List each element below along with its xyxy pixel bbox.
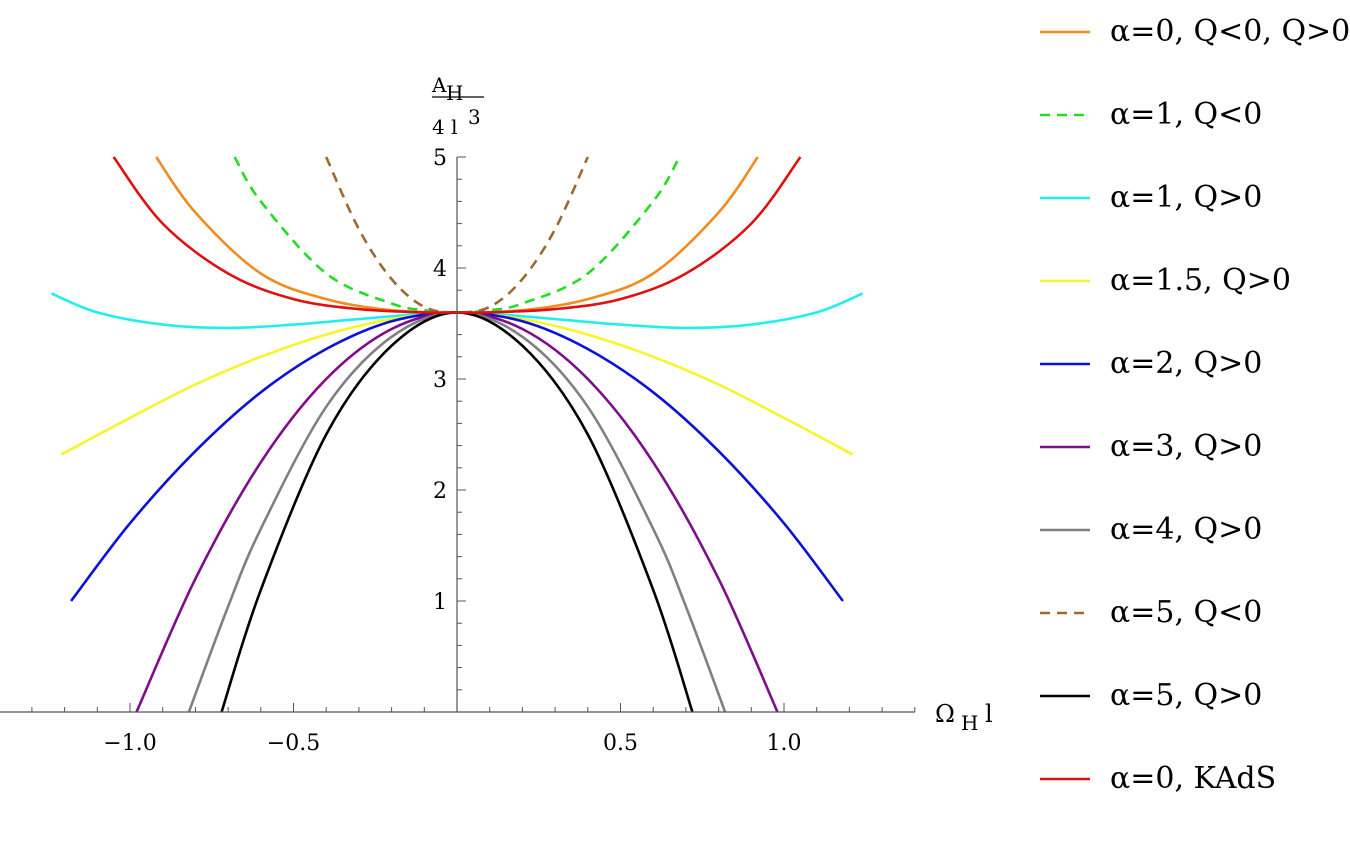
legend-label: α=5, Q>0 bbox=[1110, 678, 1263, 713]
x-axis-label-suffix: l bbox=[985, 700, 993, 728]
x-axis-label-sub: H bbox=[961, 711, 978, 735]
axes: −1.0 −0.5 0.5 1.0 1 2 3 4 5 bbox=[0, 146, 916, 756]
legend-label: α=3, Q>0 bbox=[1110, 429, 1263, 464]
legend-item: α=1, Q<0 bbox=[1040, 99, 1345, 182]
legend-label: α=2, Q>0 bbox=[1110, 346, 1263, 381]
legend-label: α=1.5, Q>0 bbox=[1110, 263, 1291, 298]
plot-area: −1.0 −0.5 0.5 1.0 1 2 3 4 5 Ω H l A H 4 l 3 bbox=[0, 73, 993, 756]
y-axis-label-denominator-sup: 3 bbox=[468, 105, 481, 129]
y-tick-label: 2 bbox=[433, 479, 447, 504]
x-tick-label: 1.0 bbox=[767, 731, 802, 756]
legend-swatch bbox=[1040, 30, 1090, 34]
legend-item: α=2, Q>0 bbox=[1040, 348, 1345, 431]
legend-label: α=1, Q<0 bbox=[1110, 97, 1263, 132]
legend-item: α=0, KAdS bbox=[1040, 763, 1345, 846]
legend-item: α=3, Q>0 bbox=[1040, 431, 1345, 514]
legend-swatch bbox=[1040, 777, 1090, 781]
y-tick-label: 1 bbox=[433, 590, 447, 615]
legend-item: α=1.5, Q>0 bbox=[1040, 265, 1345, 348]
legend-swatch bbox=[1040, 279, 1090, 283]
series-line-8 bbox=[325, 156, 589, 314]
x-tick-label: −0.5 bbox=[267, 731, 320, 756]
y-tick-label: 4 bbox=[433, 257, 447, 282]
legend-item: α=1, Q>0 bbox=[1040, 182, 1345, 265]
x-axis-label-main: Ω bbox=[935, 700, 955, 728]
y-axis-label: A H 4 l 3 bbox=[431, 73, 484, 139]
legend-swatch bbox=[1040, 694, 1090, 698]
y-tick-label: 3 bbox=[433, 368, 447, 393]
legend-item: α=0, Q<0, Q>0 bbox=[1040, 16, 1350, 99]
y-tick-label: 5 bbox=[433, 146, 447, 171]
legend-item: α=5, Q>0 bbox=[1040, 680, 1345, 763]
x-axis-label: Ω H l bbox=[935, 700, 993, 735]
legend-label: α=0, Q<0, Q>0 bbox=[1110, 14, 1350, 49]
legend-item: α=4, Q>0 bbox=[1040, 514, 1345, 597]
legend-item: α=5, Q<0 bbox=[1040, 597, 1345, 680]
legend-swatch bbox=[1040, 113, 1090, 117]
legend: α=0, Q<0, Q>0 α=1, Q<0 α=1, Q>0 α=1.5, Q>0 α… bbox=[1040, 16, 1350, 846]
x-tick-label: 0.5 bbox=[603, 731, 638, 756]
legend-swatch bbox=[1040, 611, 1090, 615]
legend-swatch bbox=[1040, 362, 1090, 366]
legend-swatch bbox=[1040, 196, 1090, 200]
x-tick-label: −1.0 bbox=[103, 731, 156, 756]
legend-label: α=1, Q>0 bbox=[1110, 180, 1263, 215]
y-axis-label-denominator: 4 l bbox=[432, 115, 457, 139]
y-ticks: 1 2 3 4 5 bbox=[433, 146, 466, 691]
legend-label: α=5, Q<0 bbox=[1110, 595, 1263, 630]
y-axis-label-numerator: A bbox=[431, 73, 447, 97]
y-axis-label-numerator-sub: H bbox=[446, 81, 463, 105]
legend-label: α=4, Q>0 bbox=[1110, 512, 1263, 547]
legend-swatch bbox=[1040, 445, 1090, 449]
legend-label: α=0, KAdS bbox=[1110, 761, 1277, 796]
x-ticks: −1.0 −0.5 0.5 1.0 bbox=[31, 703, 916, 756]
legend-swatch bbox=[1040, 528, 1090, 532]
